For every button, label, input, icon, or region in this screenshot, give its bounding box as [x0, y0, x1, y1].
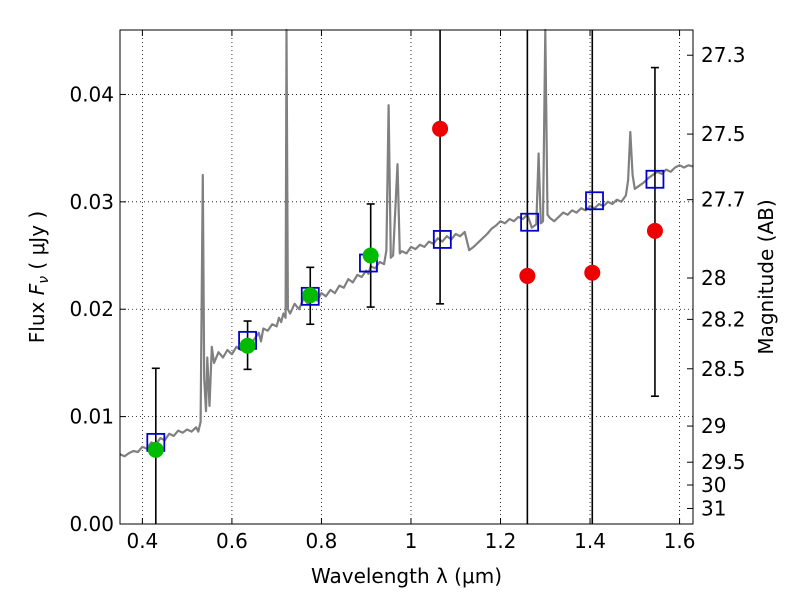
x-tick-label: 1.2 [485, 529, 517, 553]
model-photometry-square [432, 230, 452, 249]
x-tick-label: 1.4 [574, 529, 606, 553]
y2-tick-label: 29.5 [701, 450, 746, 474]
y-axis-title-symbol: F [25, 283, 49, 295]
y2-tick-label: 31 [701, 496, 726, 520]
y2-tick-label: 28 [701, 266, 726, 290]
x-tick-label: 0.4 [126, 529, 158, 553]
non-detection-point [519, 267, 536, 284]
ticks: 0.4 0.6 0.8 1 1.2 1.4 1.6 0.00 0.01 0.02 0.03 0.04 2… [69, 30, 746, 553]
model-photometry-square [585, 191, 604, 211]
y-axis-title-subscript: ν [36, 276, 52, 284]
non-detection-point [432, 120, 449, 137]
y2-tick-label: 27.5 [701, 122, 746, 146]
x-axis-title: Wavelength λ (μm) [311, 564, 502, 588]
y-tick-label: 0.00 [69, 512, 114, 536]
y2-tick-label: 28.5 [701, 357, 746, 381]
y2-tick-label: 28.2 [701, 307, 746, 331]
y-tick-label: 0.03 [69, 190, 114, 214]
y2-tick-label: 27.7 [701, 188, 746, 212]
detection-point [147, 441, 164, 458]
x-tick-label: 1.6 [664, 529, 696, 553]
error-bars [151, 30, 659, 524]
y-tick-label: 0.01 [69, 405, 114, 429]
y2-axis-title: Magnitude (AB) [754, 199, 778, 354]
markers [146, 120, 665, 458]
y2-tick-label: 27.3 [701, 43, 746, 67]
detection-point [302, 287, 319, 304]
non-detection-point [646, 222, 663, 239]
y-axis-title-suffix: ( μJy ) [25, 211, 49, 276]
y-tick-label: 0.02 [69, 297, 114, 321]
detection-point [362, 247, 379, 264]
model-photometry-square [645, 169, 665, 189]
grid [120, 30, 693, 525]
y2-tick-label: 29 [701, 414, 726, 438]
x-tick-label: 0.8 [306, 529, 338, 553]
detection-point [239, 337, 256, 354]
non-detection-point [584, 264, 601, 281]
y2-tick-label: 30 [701, 473, 726, 497]
plot-frame [119, 29, 694, 525]
spectrum-layer [119, 28, 694, 458]
y-axis-title: Flux Fν ( μJy ) [25, 211, 52, 343]
model-photometry-square [520, 212, 540, 232]
y-axis-title-prefix: Flux [25, 295, 49, 343]
y-tick-label: 0.04 [69, 82, 114, 106]
x-tick-label: 1 [405, 529, 418, 553]
x-tick-label: 0.6 [216, 529, 248, 553]
spectrum-line [119, 28, 694, 458]
